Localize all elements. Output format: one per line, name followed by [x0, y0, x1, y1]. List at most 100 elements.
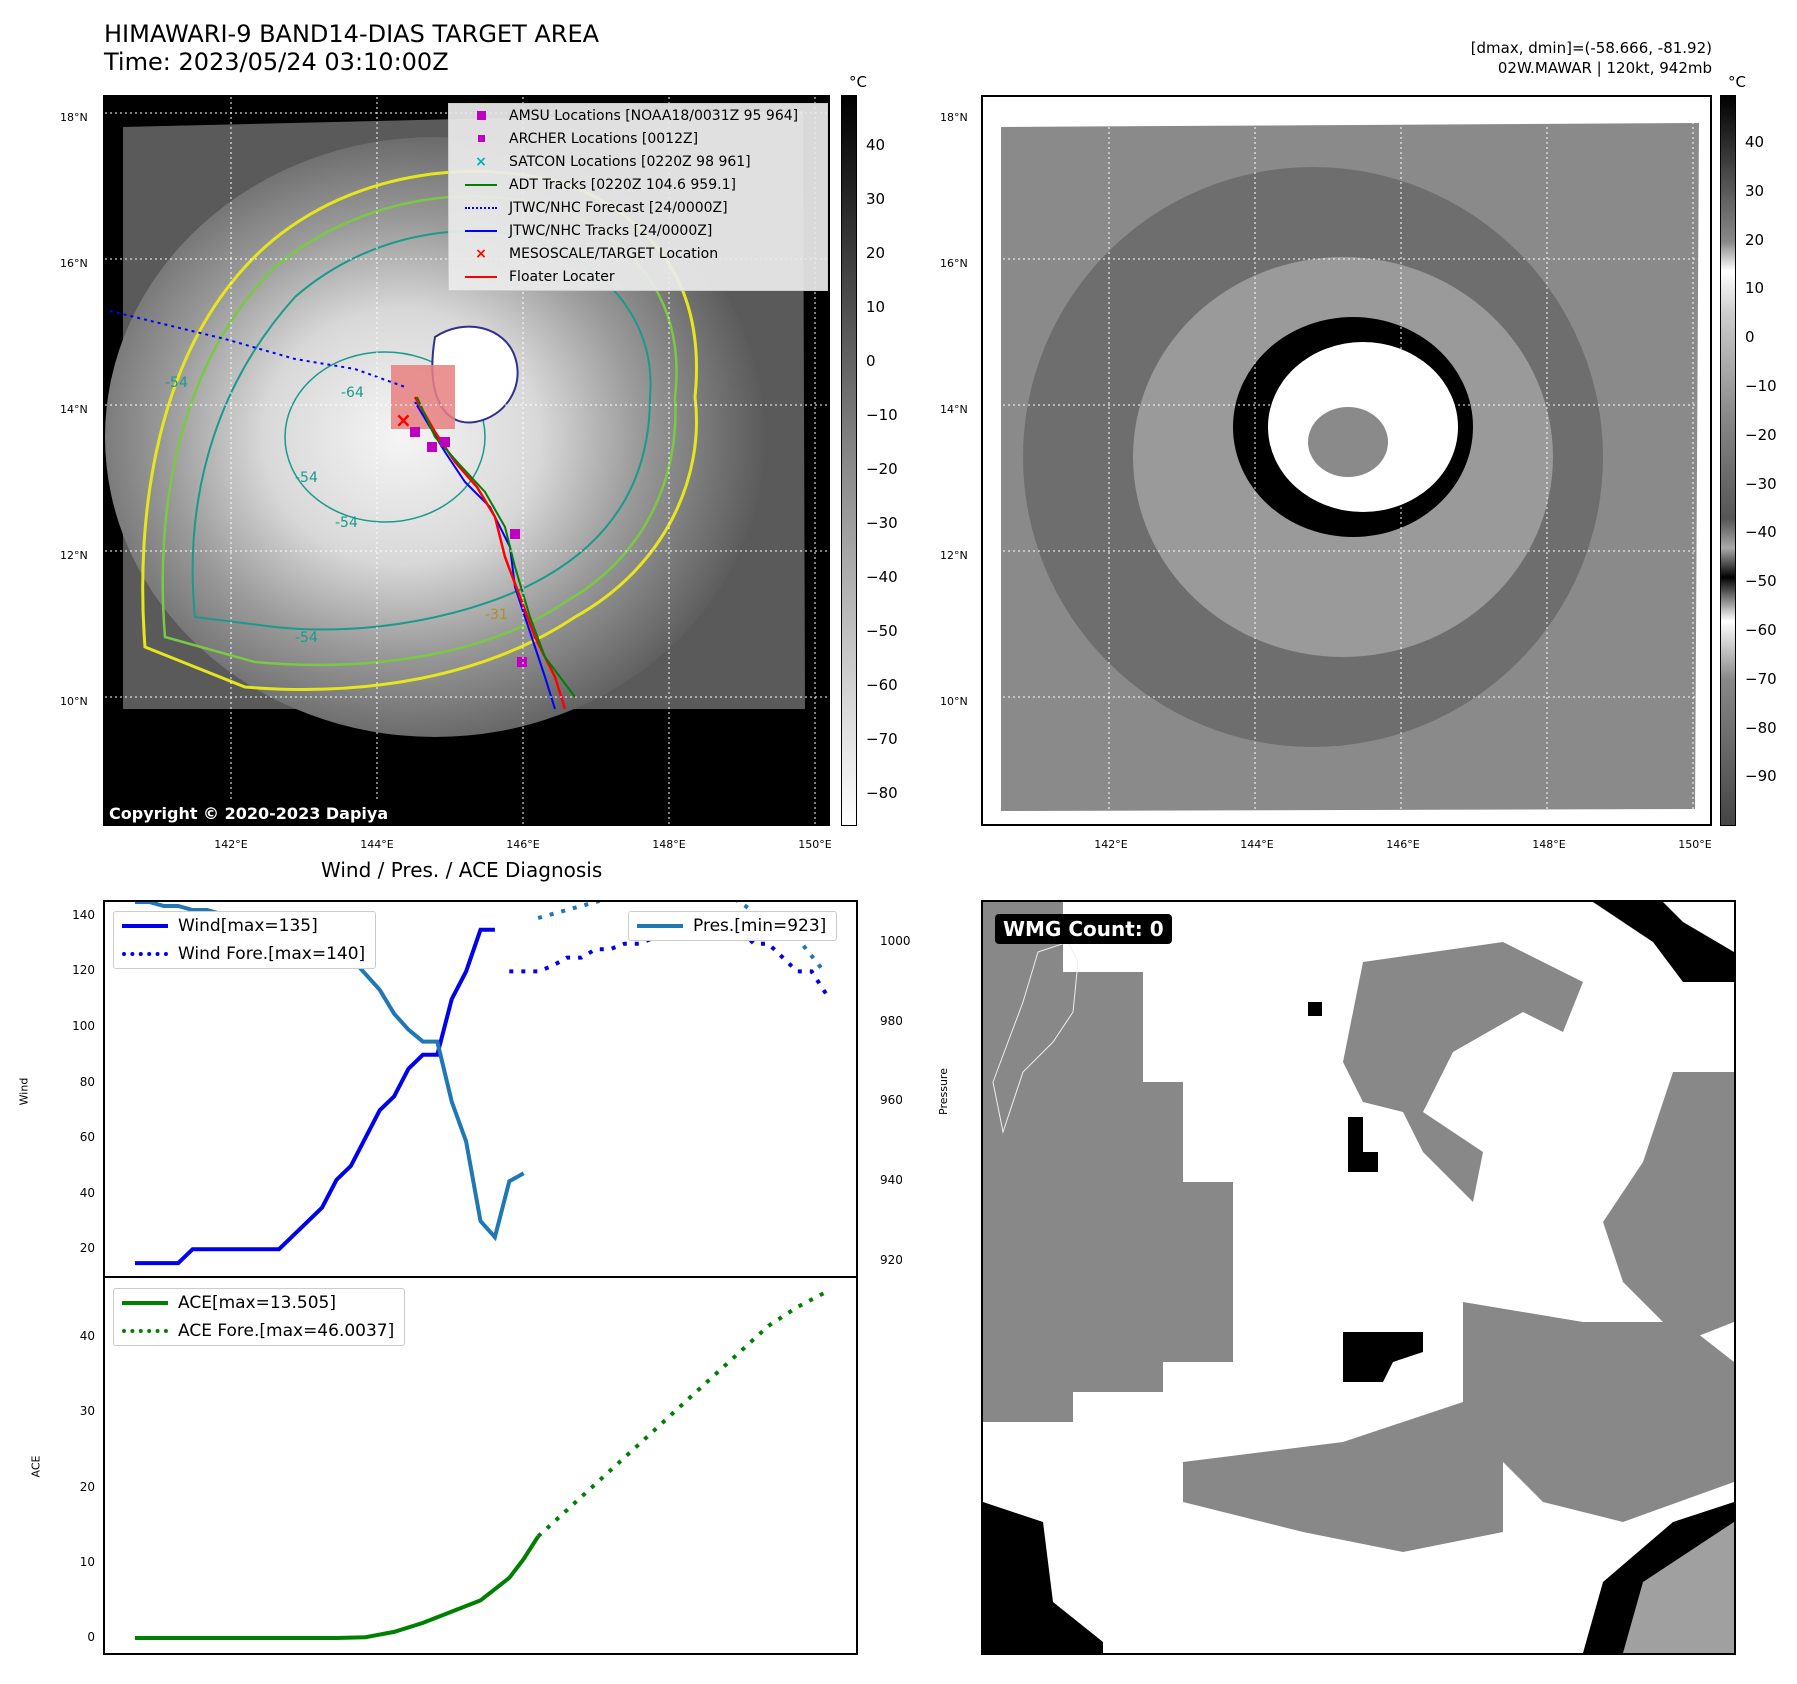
lat-label: 14°N: [60, 403, 88, 416]
lon-label: 144°E: [360, 838, 394, 851]
lat-label: 18°N: [60, 111, 88, 124]
series-line: [536, 1290, 827, 1538]
ir-eye: [1308, 407, 1388, 477]
storm-id-text: 02W.MAWAR | 120kt, 942mb: [1497, 59, 1712, 77]
colorbar-tick: −40: [1745, 523, 1777, 542]
axis-tick-label: 140: [72, 907, 95, 922]
colorbar-tick: −60: [1745, 621, 1777, 639]
colorbar-tick: −90: [1745, 767, 1777, 786]
wmg-gray-region: [1623, 1522, 1734, 1653]
axis-tick-label: 60: [79, 1130, 95, 1145]
axis-tick-label: 30: [79, 1404, 95, 1419]
colorbar-tick: −10: [1745, 377, 1777, 395]
contour-label: -54: [335, 515, 358, 531]
contour-label: -54: [295, 470, 318, 486]
colorbar-right: [1720, 95, 1736, 826]
ace-legend: ACE[max=13.505] ACE Fore.[max=46.0037]: [113, 1288, 406, 1346]
wmg-svg: [983, 902, 1734, 1653]
lat-label: 18°N: [940, 111, 968, 124]
colorbar-tick: −60: [866, 676, 898, 694]
pressure-legend: Pres.[min=923]: [628, 911, 838, 941]
enhanced-ir-panel: [981, 95, 1712, 826]
axis-tick-label: 920: [880, 1253, 903, 1268]
lat-label: 14°N: [940, 403, 968, 416]
legend-item: AMSU Locations [NOAA18/0031Z 95 964]: [449, 104, 827, 127]
map-legend: AMSU Locations [NOAA18/0031Z 95 964] ARC…: [448, 103, 828, 291]
forecast-track: [109, 310, 406, 388]
wmg-gray-region: [1343, 942, 1583, 1202]
colorbar-unit: °C: [849, 73, 867, 91]
colorbar-tick: 10: [1745, 279, 1765, 298]
wmg-black-region: [1593, 902, 1734, 982]
legend-item: × SATCON Locations [0220Z 98 961]: [475, 153, 751, 170]
axis-tick-label: 0: [87, 1629, 95, 1644]
lon-label: 148°E: [652, 838, 686, 851]
lon-label: 146°E: [506, 838, 540, 851]
diagnosis-svg: [105, 884, 856, 1640]
contour-teal: [191, 230, 652, 631]
contour-label: -54: [165, 375, 188, 391]
colorbar-tick: 20: [866, 244, 886, 262]
colorbar-tick: 30: [866, 190, 886, 208]
storm-info: [dmax, dmin]=(-58.666, -81.92) 02W.MAWAR…: [1471, 38, 1712, 78]
wmg-gray-region: [1603, 1072, 1734, 1342]
wmg-black-region: [1343, 1332, 1423, 1382]
lon-label: 142°E: [214, 838, 248, 851]
axis-tick-label: 100: [72, 1019, 95, 1033]
lat-label: 12°N: [940, 549, 968, 562]
colorbar-tick: −50: [1745, 572, 1777, 591]
lat-label: 10°N: [940, 695, 968, 708]
colorbar-tick: 0: [1745, 328, 1755, 347]
legend-item: ADT Tracks [0220Z 104.6 959.1]: [449, 173, 827, 196]
axis-tick-label: 40: [79, 1185, 95, 1200]
colorbar-tick: −10: [866, 406, 898, 424]
colorbar-tick: −50: [866, 622, 898, 640]
colorbar-tick: −30: [866, 514, 898, 532]
figure-title: HIMAWARI-9 BAND14-DIAS TARGET AREA Time:…: [104, 20, 599, 76]
colorbar-tick: 40: [1745, 133, 1765, 151]
legend-item: Wind[max=135]: [114, 912, 375, 940]
ace-plot: [135, 1290, 827, 1640]
legend-item: × MESOSCALE/TARGET Location: [475, 245, 719, 262]
pressure-axis-label: Pressure: [936, 1068, 950, 1115]
colorbar-tick: −30: [1745, 474, 1777, 493]
wmg-gray-region: [1183, 1402, 1503, 1552]
contour-inner: [284, 351, 486, 523]
title-line-2: Time: 2023/05/24 03:10:00Z: [104, 48, 449, 76]
legend-item: Floater Locater: [449, 265, 827, 288]
diagnosis-panel: [103, 884, 858, 1655]
wind-legend: Wind[max=135] Wind Fore.[max=140]: [113, 911, 377, 969]
axis-tick-label: 120: [72, 963, 95, 978]
diagnosis-title: Wind / Pres. / ACE Diagnosis: [321, 858, 603, 882]
lon-label: 148°E: [1532, 838, 1566, 851]
wmg-black-cell: [1308, 1002, 1322, 1016]
enhanced-ir-svg: [983, 97, 1710, 824]
colorbar-tick: 10: [866, 298, 886, 316]
colorbar-tick: −20: [866, 460, 898, 478]
wmg-panel: WMG Count: 0: [981, 900, 1736, 1655]
lat-label: 16°N: [940, 257, 968, 270]
lat-label: 12°N: [60, 549, 88, 562]
colorbar-tick: 20: [1745, 230, 1765, 249]
colorbar-left: [841, 95, 857, 826]
axis-tick-label: 40: [79, 1329, 95, 1344]
ace-axis-label: ACE: [29, 1455, 43, 1478]
floater-box: [391, 365, 455, 429]
contour-label: -64: [341, 385, 364, 401]
amsu-markers: [410, 427, 527, 667]
wmg-gray-region: [983, 902, 1233, 1422]
wmg-gray-region: [1463, 1302, 1734, 1522]
axis-tick-label: 980: [880, 1013, 903, 1028]
wmg-count-badge: WMG Count: 0: [995, 914, 1172, 944]
lat-label: 16°N: [60, 257, 88, 270]
legend-item: JTWC/NHC Forecast [24/0000Z]: [449, 196, 827, 219]
colorbar-tick: −70: [866, 730, 898, 748]
wmg-black-region: [983, 1502, 1103, 1653]
lon-label: 144°E: [1240, 838, 1274, 851]
title-line-1: HIMAWARI-9 BAND14-DIAS TARGET AREA: [104, 20, 600, 48]
wind-axis-label: Wind: [17, 1077, 31, 1106]
lon-label: 146°E: [1386, 838, 1420, 851]
copyright-badge: Copyright © 2020-2023 Dapiya: [103, 802, 395, 825]
colorbar-unit: °C: [1728, 73, 1746, 91]
gridlines: [983, 97, 1710, 824]
